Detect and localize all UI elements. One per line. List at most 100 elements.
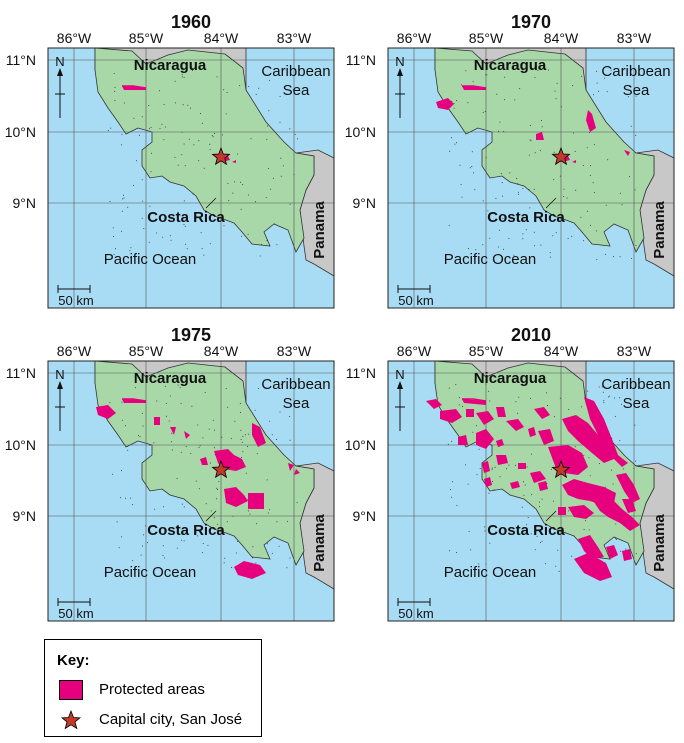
protected-area: [548, 445, 588, 475]
protected-area: [224, 487, 248, 507]
protected-area: [482, 461, 490, 473]
latitude-label: 11°N: [6, 52, 36, 68]
costa-rica-label: Costa Rica: [487, 209, 565, 226]
protected-area: [154, 417, 160, 425]
map-frame: [47, 360, 335, 622]
latitude-label: 9°N: [353, 508, 377, 524]
scale-label: 50 km: [58, 293, 93, 308]
protected-area: [578, 535, 604, 559]
latitude-label: 11°N: [6, 365, 36, 381]
pacific-ocean-label: Pacific Ocean: [444, 564, 537, 581]
protected-area: [234, 561, 266, 579]
capital-star-icon: [551, 146, 571, 166]
capital-star-icon: [60, 710, 82, 730]
map-panel-1970: 1970 86°W 85°W 84°W 83°W Nicaragua Caribbean Se…: [345, 10, 678, 310]
protected-area: [426, 399, 442, 409]
longitude-label: 86°W: [57, 30, 92, 46]
sea-label: Sea: [283, 82, 310, 99]
protected-area: [534, 407, 550, 419]
protected-area: [462, 86, 486, 90]
protected-area: [584, 397, 628, 467]
protected-area: [592, 497, 640, 531]
longitude-label: 83°W: [617, 30, 652, 46]
protected-area: [568, 505, 594, 519]
longitude-label: 84°W: [544, 30, 579, 46]
latitude-label: 10°N: [345, 124, 376, 140]
panama-label: Panama: [311, 201, 328, 259]
costa-rica-label: Costa Rica: [147, 522, 225, 539]
latitude-label: 9°N: [13, 508, 37, 524]
latitude-label: 9°N: [13, 195, 37, 211]
protected-area: [436, 98, 454, 110]
key-title: Key:: [57, 652, 90, 669]
map-frame: [47, 47, 335, 309]
protected-area: [528, 427, 536, 437]
protected-area: [572, 160, 576, 163]
protected-area: [562, 415, 614, 463]
protected-area: [538, 429, 554, 445]
protected-area: [518, 463, 526, 469]
latitude-label: 11°N: [346, 365, 376, 381]
protected-area: [476, 429, 494, 449]
protected-area: [232, 160, 236, 163]
protected-area: [586, 110, 596, 132]
key-protected-label: Protected areas: [99, 681, 205, 698]
north-label: N: [55, 367, 64, 382]
map-panel-2010: 2010 86°W 85°W 84°W 83°W Nicaragua Caribbean Se…: [345, 323, 678, 623]
year-title: 1960: [171, 12, 211, 32]
latitude-label: 11°N: [346, 52, 376, 68]
protected-area: [622, 549, 632, 561]
protected-area: [122, 86, 146, 90]
protected-area: [496, 407, 506, 417]
nicaragua-label: Nicaragua: [474, 370, 547, 387]
land-texture: [448, 69, 637, 261]
longitude-label: 84°W: [544, 343, 579, 359]
protected-area: [496, 455, 508, 465]
map-svg: 1970 86°W 85°W 84°W 83°W Nicaragua Caribbean Se…: [345, 12, 675, 309]
protected-area: [458, 435, 468, 445]
map-frame: [387, 360, 675, 622]
north-label: N: [395, 367, 404, 382]
longitude-label: 86°W: [397, 343, 432, 359]
protected-area: [616, 473, 640, 503]
protected-area-swatch: [59, 680, 83, 700]
pacific-ocean-label: Pacific Ocean: [104, 564, 197, 581]
scale-label: 50 km: [58, 606, 93, 621]
protected-area: [506, 419, 524, 431]
map-frame: [387, 47, 675, 309]
protected-area: [484, 477, 492, 487]
nicaragua-label: Nicaragua: [134, 370, 207, 387]
protected-area: [466, 409, 474, 417]
panama-label: Panama: [651, 514, 668, 572]
longitude-label: 83°W: [617, 343, 652, 359]
protected-area: [170, 427, 176, 435]
protected-area: [184, 431, 190, 439]
caribbean-label: Caribbean: [261, 376, 330, 393]
protected-area: [510, 481, 520, 489]
longitude-label: 83°W: [277, 343, 312, 359]
pacific-ocean-label: Pacific Ocean: [444, 251, 537, 268]
sea-label: Sea: [623, 82, 650, 99]
longitude-label: 84°W: [204, 343, 239, 359]
year-title: 2010: [511, 325, 551, 345]
longitude-label: 86°W: [57, 343, 92, 359]
latitude-label: 10°N: [345, 437, 376, 453]
capital-star-icon: [551, 459, 571, 479]
protected-area: [440, 409, 462, 423]
protected-area: [294, 469, 300, 475]
north-label: N: [395, 54, 404, 69]
map-svg: 2010 86°W 85°W 84°W 83°W Nicaragua Caribbean Se…: [345, 325, 675, 622]
nicaragua-label: Nicaragua: [474, 57, 547, 74]
year-title: 1970: [511, 12, 551, 32]
map-key: Key: Protected areas Capital city, San J…: [44, 639, 262, 737]
pacific-ocean-label: Pacific Ocean: [104, 251, 197, 268]
scale-label: 50 km: [398, 293, 433, 308]
capital-star-icon: [211, 459, 231, 479]
protected-area: [122, 399, 146, 403]
panama-label: Panama: [651, 201, 668, 259]
protected-area: [558, 507, 566, 515]
north-label: N: [55, 54, 64, 69]
caribbean-label: Caribbean: [601, 376, 670, 393]
nicaragua-label: Nicaragua: [134, 57, 207, 74]
capital-star-icon: [211, 146, 231, 166]
